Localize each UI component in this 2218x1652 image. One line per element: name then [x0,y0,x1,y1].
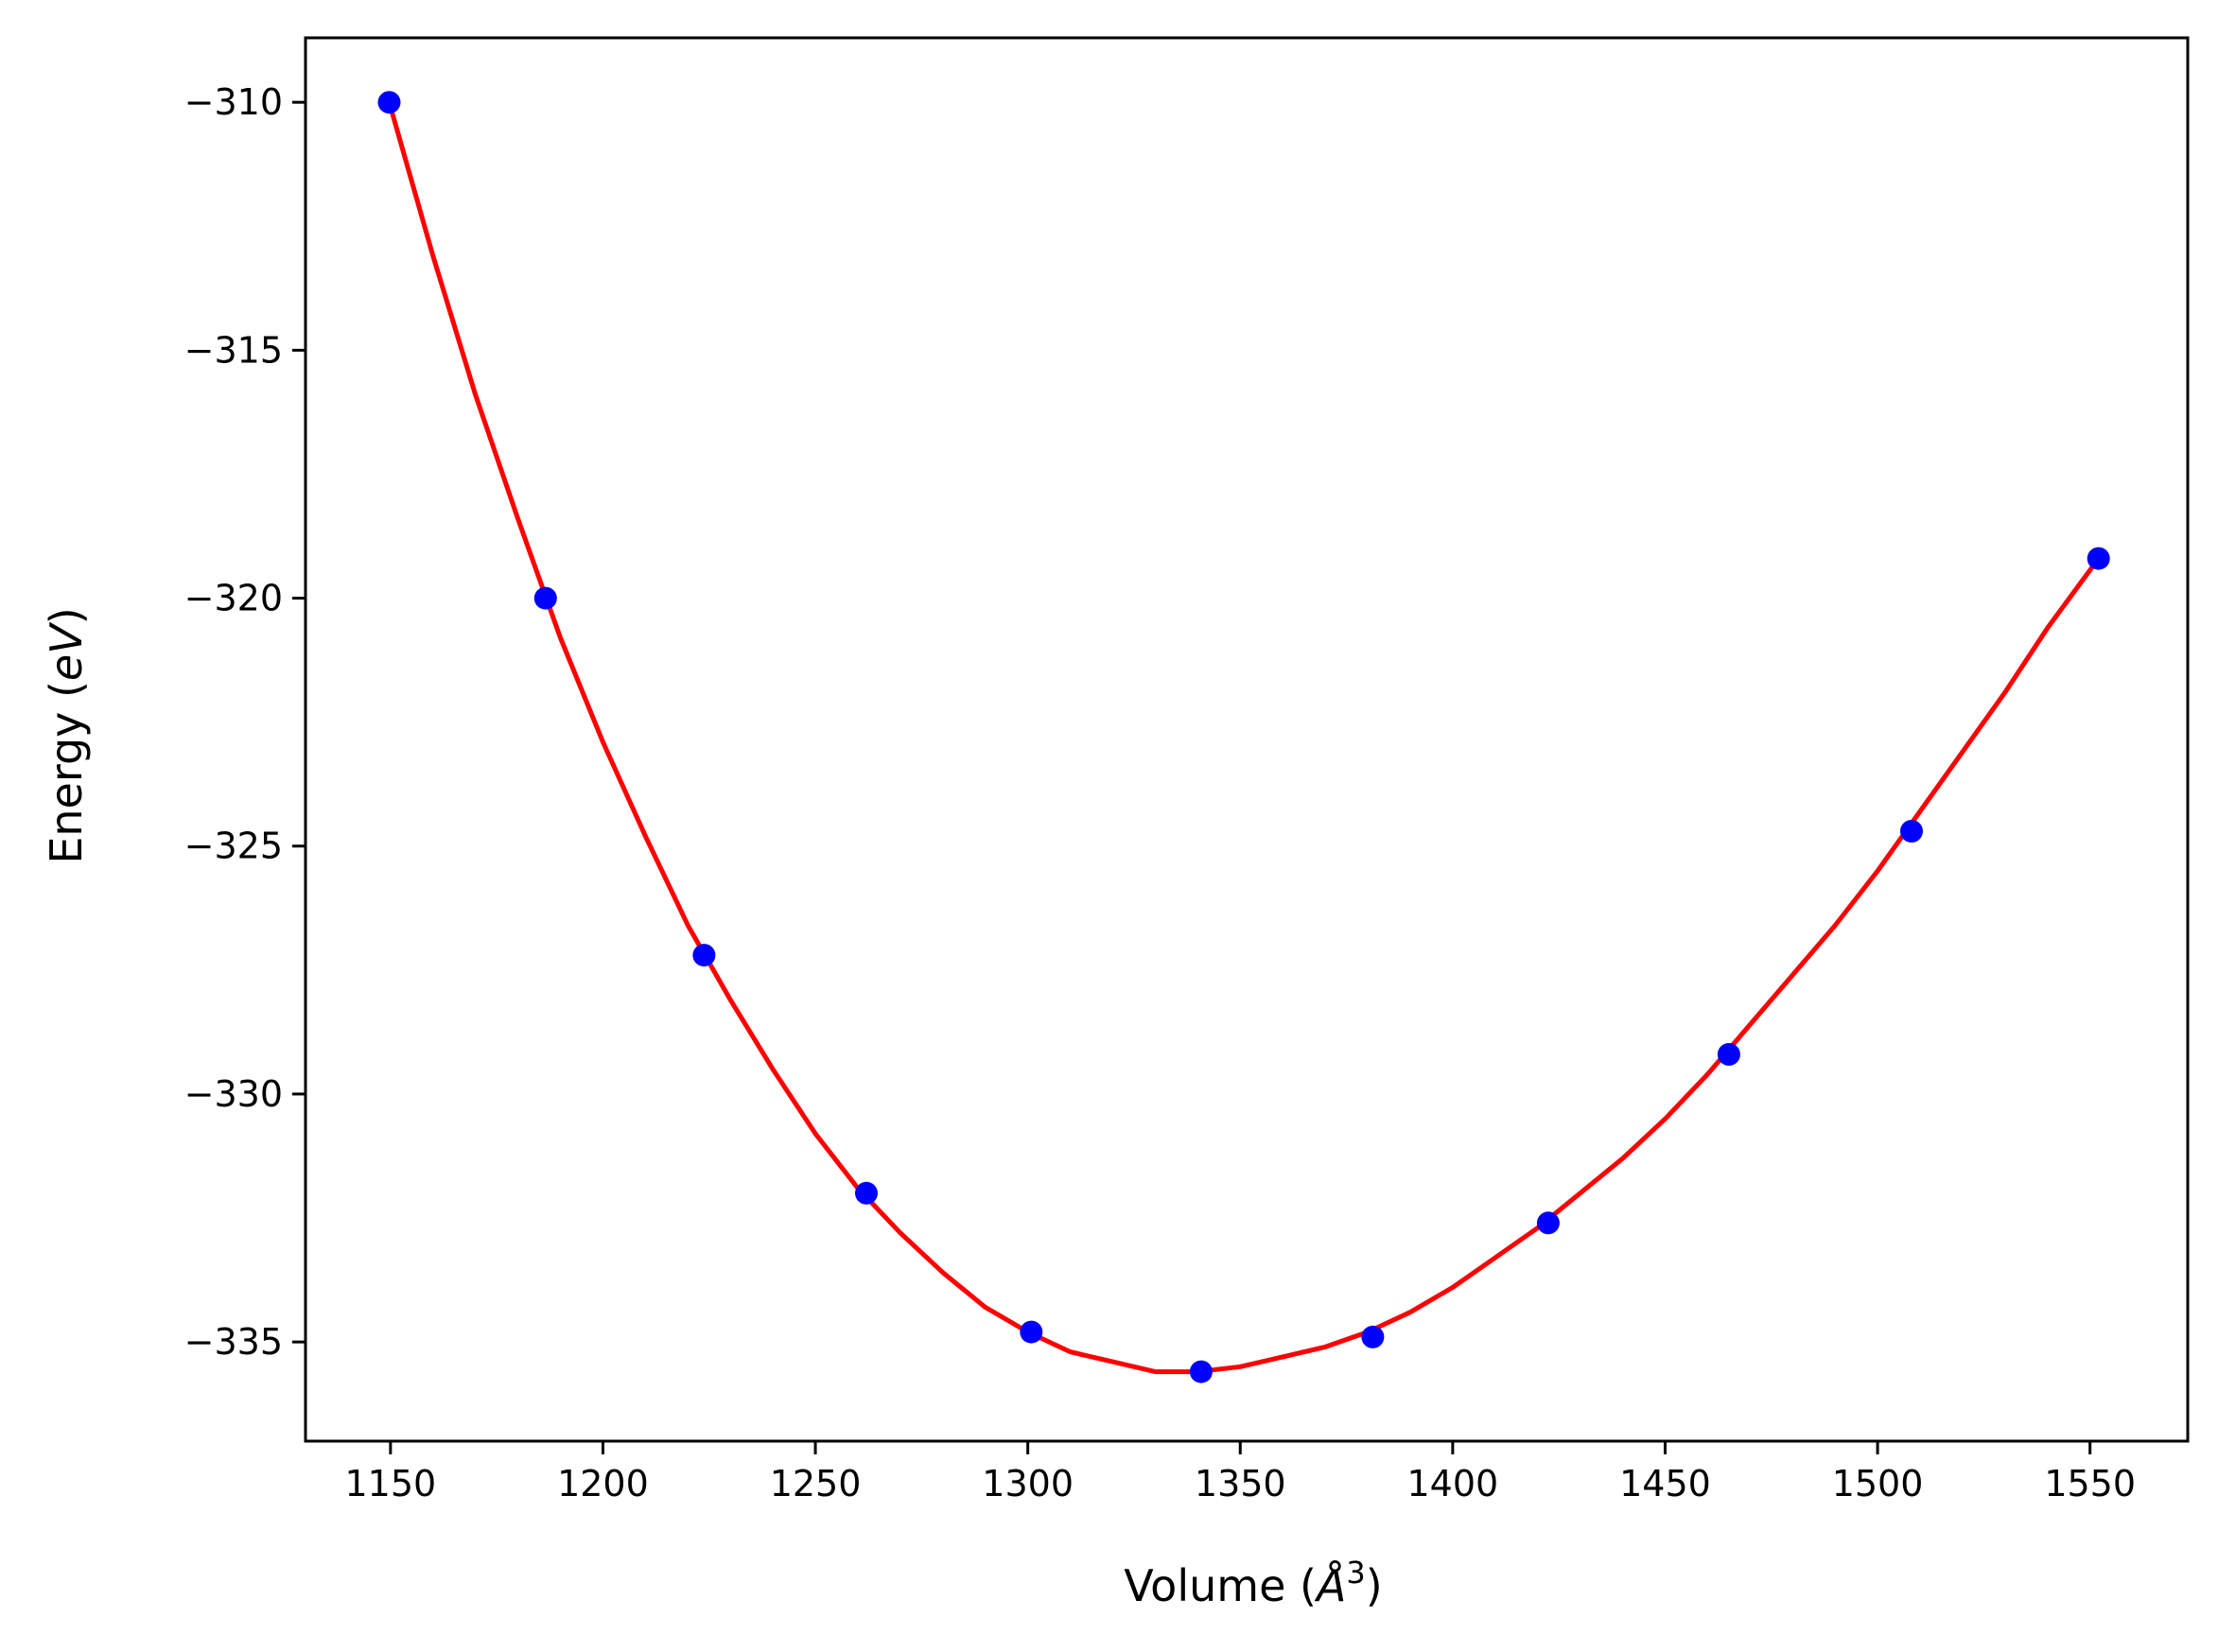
fit-curve-line [387,101,2101,1375]
y-tick-label: −335 [184,1321,283,1363]
x-tick-label: 1350 [1195,1463,1286,1504]
y-tick-label: −325 [184,826,283,867]
data-point [1189,1360,1213,1383]
data-point [855,1181,878,1205]
x-tick-label: 1500 [1832,1463,1924,1504]
y-tick-label: −310 [184,81,283,123]
data-point [533,586,557,610]
data-point [1717,1043,1740,1066]
data-point [377,91,401,114]
x-tick-label: 1300 [982,1463,1074,1504]
x-axis-label: Volume (Å3) [1124,1555,1382,1611]
data-point [1361,1325,1385,1348]
data-point [1536,1211,1560,1235]
y-tick-label: −330 [184,1073,283,1115]
x-tick-label: 1400 [1407,1463,1499,1504]
data-point [692,944,716,967]
axes-frame [304,36,2190,1443]
axis-ticks: 1150 1200 1250 1300 1350 1400 1450 1500 1550 −310… [184,81,2136,1504]
y-tick-label: −315 [184,329,283,371]
data-point [1020,1320,1043,1344]
y-tick-label: −320 [184,578,283,619]
x-tick-label: 1450 [1619,1463,1711,1504]
x-tick-label: 1550 [2044,1463,2136,1504]
x-tick-label: 1200 [557,1463,649,1504]
data-point [2087,547,2110,570]
plot-area [377,91,2110,1383]
x-tick-label: 1250 [770,1463,862,1504]
y-axis-label: Energy (eV) [41,607,92,863]
x-tick-label: 1150 [344,1463,436,1504]
data-point [1900,820,1923,843]
